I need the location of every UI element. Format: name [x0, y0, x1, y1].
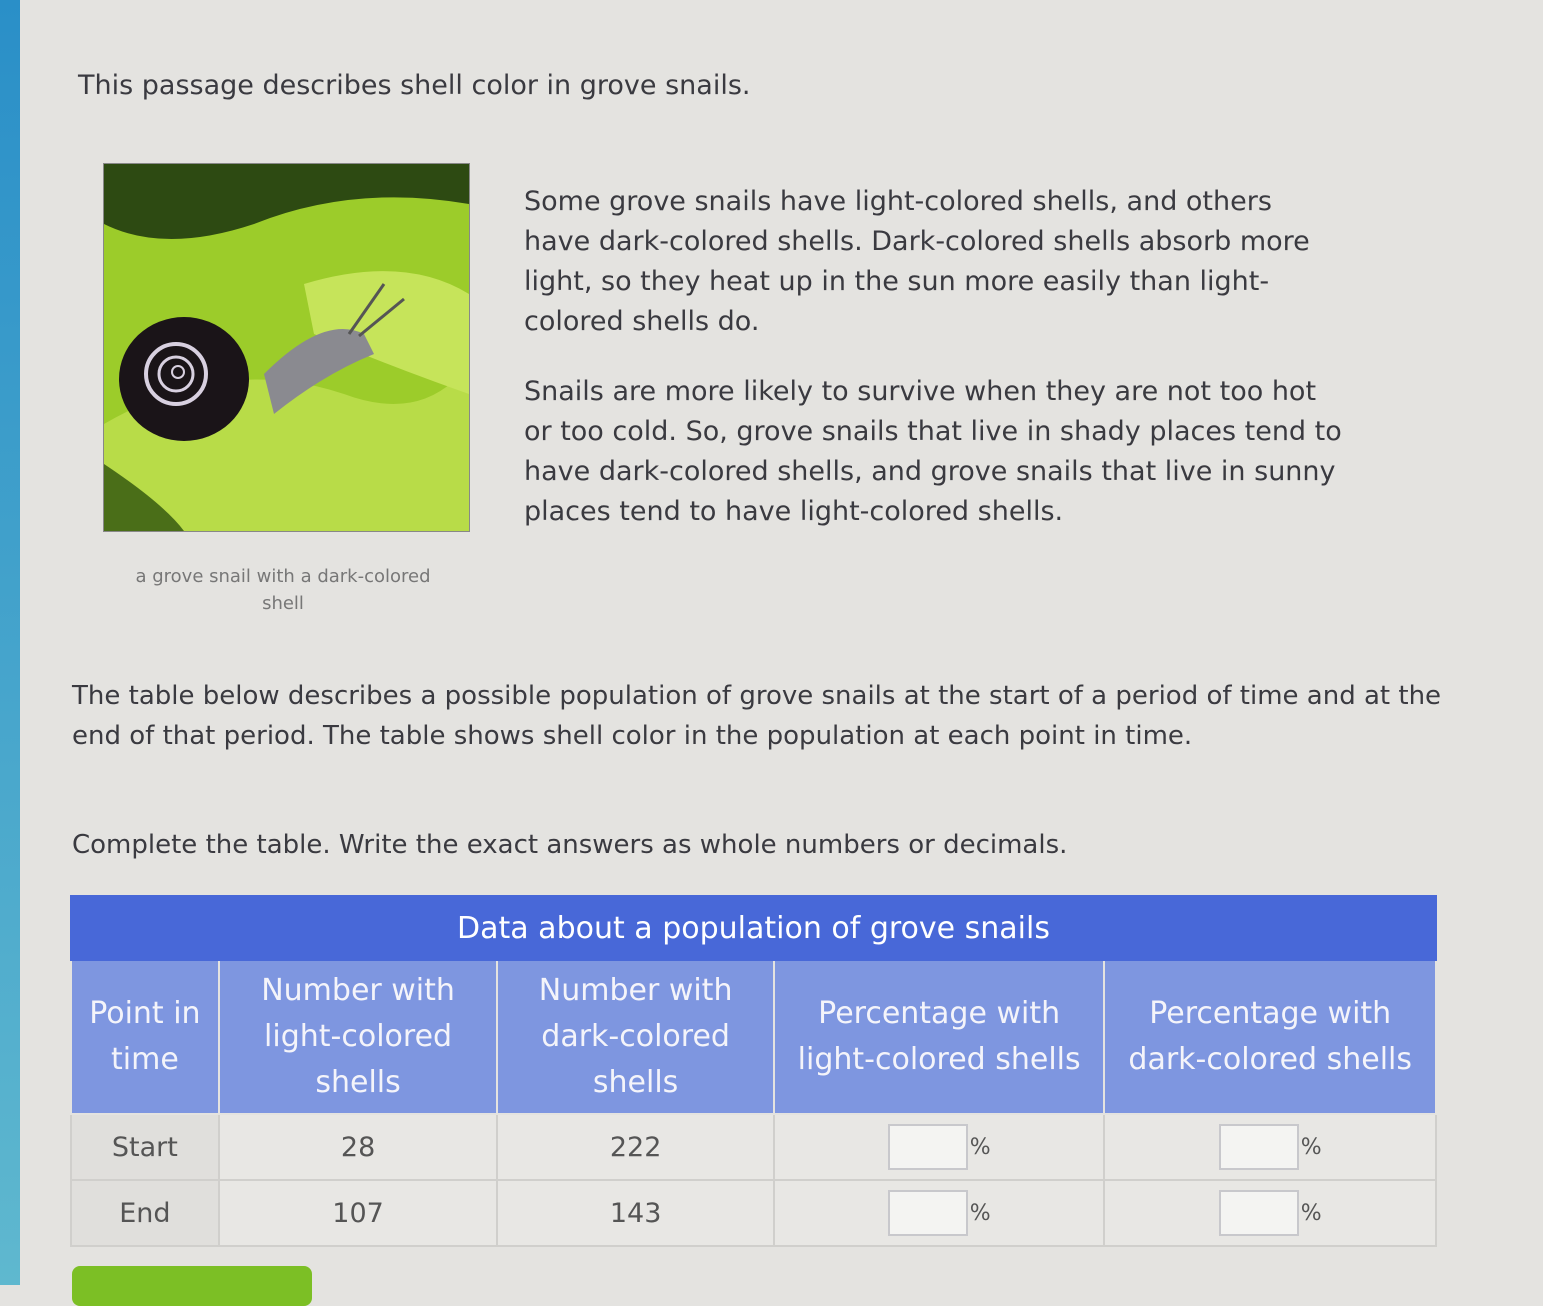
snail-data-table: Data about a population of grove snails … — [70, 895, 1437, 1247]
passage-paragraph-2: Snails are more likely to survive when t… — [524, 376, 1342, 527]
end-light-percent-input[interactable] — [887, 1190, 968, 1236]
start-light-percent-input[interactable] — [887, 1124, 968, 1170]
table-row: End 107 143 % % — [70, 1179, 1437, 1247]
table-description: The table below describes a possible pop… — [72, 681, 1442, 751]
passage-paragraph-1: Some grove snails have light-colored she… — [524, 186, 1310, 337]
percent-sign: % — [1300, 1200, 1322, 1226]
percent-sign: % — [969, 1134, 991, 1160]
header-point: Point in time — [70, 959, 220, 1115]
row-point: End — [70, 1179, 220, 1247]
percent-sign: % — [969, 1200, 991, 1226]
start-dark-percent-input[interactable] — [1218, 1124, 1299, 1170]
submit-button[interactable] — [72, 1266, 312, 1306]
table-row: Start 28 222 % % — [70, 1113, 1437, 1181]
photo-caption: a grove snail with a dark-colored shell — [135, 566, 431, 614]
instruction: Complete the table. Write the exact answ… — [72, 830, 1068, 860]
percent-sign: % — [1300, 1134, 1322, 1160]
row-point: Start — [70, 1113, 220, 1181]
light-count: 28 — [217, 1113, 499, 1181]
header-dark-number: Number with dark-colored shells — [496, 959, 775, 1115]
light-count: 107 — [217, 1179, 499, 1247]
header-dark-percent: Percentage with dark-colored shells — [1103, 959, 1437, 1115]
dark-count: 143 — [496, 1179, 775, 1247]
intro-text: This passage describes shell color in gr… — [78, 70, 751, 101]
left-edge — [0, 0, 20, 1285]
snail-photo — [103, 163, 470, 532]
header-light-percent: Percentage with light-colored shells — [772, 959, 1106, 1115]
end-dark-percent-input[interactable] — [1218, 1190, 1299, 1236]
dark-count: 222 — [496, 1113, 775, 1181]
table-title: Data about a population of grove snails — [70, 895, 1437, 961]
header-light-number: Number with light-colored shells — [217, 959, 499, 1115]
